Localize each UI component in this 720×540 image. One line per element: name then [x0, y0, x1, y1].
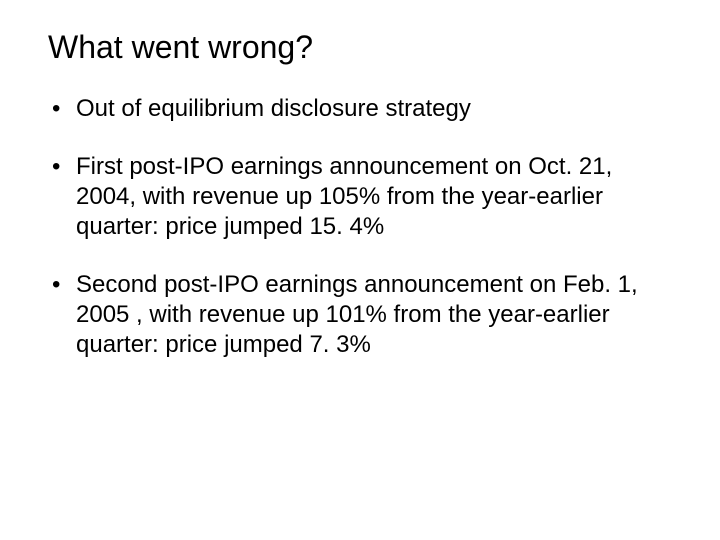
list-item: Second post-IPO earnings announcement on…	[48, 270, 672, 360]
bullet-list: Out of equilibrium disclosure strategy F…	[48, 94, 672, 360]
slide-title: What went wrong?	[48, 28, 672, 66]
list-item: Out of equilibrium disclosure strategy	[48, 94, 672, 124]
list-item: First post-IPO earnings announcement on …	[48, 152, 672, 242]
slide: What went wrong? Out of equilibrium disc…	[0, 0, 720, 540]
